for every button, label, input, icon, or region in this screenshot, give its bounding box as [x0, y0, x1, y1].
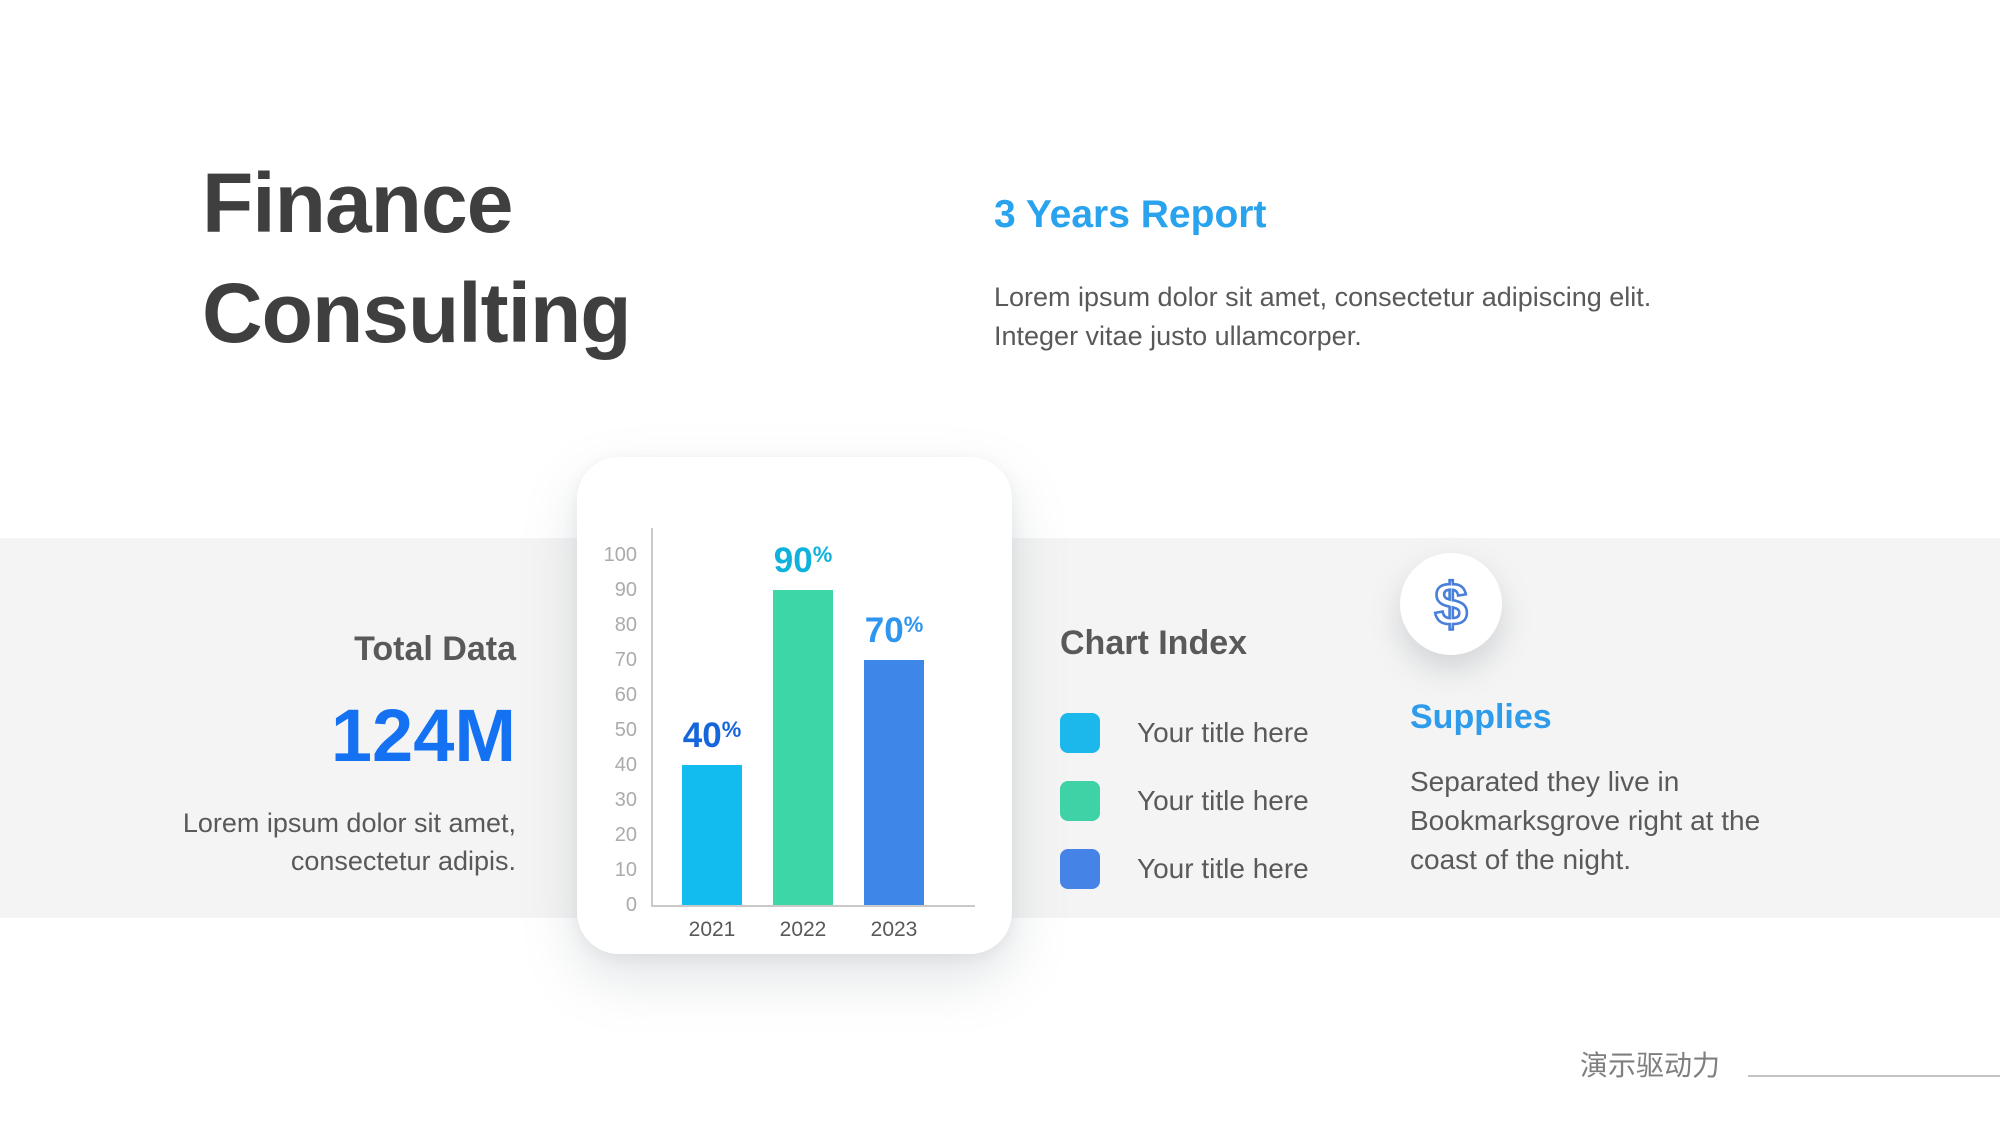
footer-divider-line	[1748, 1075, 2000, 1077]
total-data-heading: Total Data	[354, 630, 516, 668]
total-data-body: Lorem ipsum dolor sit amet, consectetur …	[182, 808, 516, 876]
report-body: Lorem ipsum dolor sit amet, consectetur …	[994, 282, 1652, 351]
svg-text:$: $	[1434, 571, 1467, 638]
legend-label: Your title here	[1137, 717, 1309, 748]
legend-swatch	[1060, 713, 1100, 753]
chart-index-heading: Chart Index	[1060, 624, 1248, 662]
supplies-heading: Supplies	[1410, 698, 1552, 736]
chart-card	[577, 457, 1012, 954]
chart-index-section: Chart Index Your title here Your title he…	[1060, 624, 1390, 889]
legend-label: Your title here	[1137, 853, 1309, 884]
legend-swatch	[1060, 849, 1100, 889]
legend-item: Your title here	[1060, 713, 1390, 753]
legend-item: Your title here	[1060, 781, 1390, 821]
supplies-section: Supplies Separated they live in Bookmark…	[1410, 698, 1790, 879]
dollar-icon-badge: $	[1400, 553, 1502, 655]
chart-legend: Your title here Your title here Your title…	[1060, 624, 1390, 924]
report-heading: 3 Years Report	[994, 193, 1267, 236]
total-data-value: 124M	[330, 694, 516, 777]
total-data-section: Total Data 124M Lorem ipsum dolor sit am…	[136, 630, 516, 880]
legend-item: Your title here	[1060, 849, 1390, 889]
legend-label: Your title here	[1137, 785, 1309, 816]
dollar-icon: $	[1433, 570, 1469, 640]
page-title-line1: Finance	[202, 156, 513, 250]
supplies-body: Separated they live in Bookmarksgrove ri…	[1410, 766, 1761, 875]
page-title: Finance Consulting	[202, 148, 632, 368]
report-section: 3 Years Report Lorem ipsum dolor sit ame…	[994, 192, 1694, 356]
legend-swatch	[1060, 781, 1100, 821]
footer-brand: 演示驱动力	[1579, 1050, 1720, 1081]
page-title-line2: Consulting	[202, 266, 632, 360]
